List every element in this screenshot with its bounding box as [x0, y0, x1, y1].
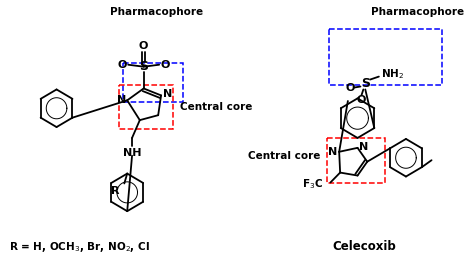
Text: O: O: [139, 41, 148, 51]
Bar: [123, 63, 183, 102]
Bar: [329, 29, 442, 85]
Text: NH: NH: [123, 148, 141, 158]
Text: N: N: [163, 89, 172, 99]
Text: S: S: [361, 77, 370, 90]
Text: N: N: [359, 142, 369, 152]
Text: O: O: [160, 60, 170, 70]
Text: Pharmacophore: Pharmacophore: [371, 7, 464, 17]
Text: NH$_2$: NH$_2$: [381, 67, 404, 81]
Text: N: N: [117, 95, 126, 105]
Text: R = H, OCH$_3$, Br, NO$_2$, Cl: R = H, OCH$_3$, Br, NO$_2$, Cl: [9, 240, 150, 254]
Text: Celecoxib: Celecoxib: [332, 240, 396, 253]
Bar: [119, 86, 173, 129]
Text: R: R: [111, 186, 120, 196]
Text: S: S: [139, 60, 148, 73]
Text: O: O: [345, 83, 355, 94]
Text: O: O: [357, 95, 366, 105]
Text: Pharmacophore: Pharmacophore: [109, 7, 203, 17]
Bar: [327, 138, 385, 183]
Text: Central core: Central core: [248, 151, 321, 161]
Text: F$_3$C: F$_3$C: [301, 178, 323, 191]
Text: Central core: Central core: [181, 102, 253, 112]
Text: N: N: [328, 147, 337, 157]
Text: O: O: [118, 60, 127, 70]
